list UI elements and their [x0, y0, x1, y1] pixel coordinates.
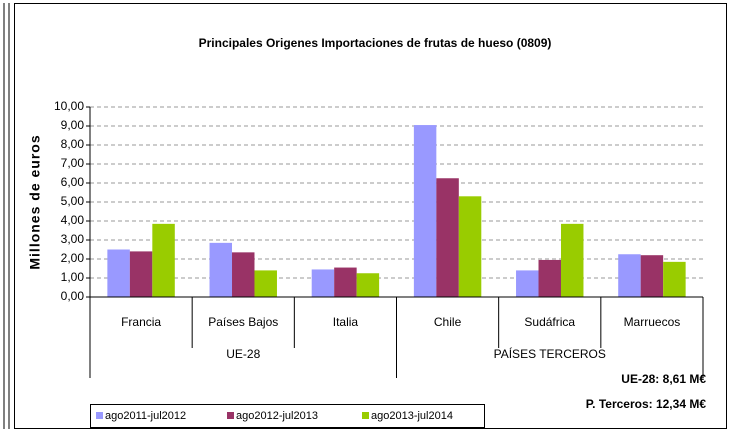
bar — [560, 223, 584, 297]
bar — [356, 273, 380, 297]
x-tick-label: Italia — [333, 315, 359, 329]
y-tick-label: 1,00 — [61, 270, 85, 284]
bar — [413, 125, 437, 297]
bar — [334, 267, 357, 297]
x-tick-label: Marruecos — [624, 315, 681, 329]
bar — [663, 261, 686, 297]
chart-title: Principales Origenes Importaciones de fr… — [199, 36, 552, 50]
bar — [311, 269, 335, 297]
bar — [436, 178, 459, 297]
legend-label: ago2012-jul2013 — [236, 410, 318, 422]
y-tick-label: 5,00 — [61, 194, 85, 208]
y-tick-label: 7,00 — [61, 156, 85, 170]
legend-label: ago2011-jul2012 — [105, 410, 186, 422]
legend-box — [90, 404, 485, 428]
bar — [232, 252, 255, 297]
chart-frame — [14, 3, 727, 429]
bar — [209, 242, 233, 297]
y-tick-label: 3,00 — [61, 232, 85, 246]
bar — [458, 196, 482, 297]
bar — [516, 270, 539, 297]
annotation: P. Terceros: 12,34 M€ — [586, 397, 707, 411]
legend-swatch — [362, 412, 369, 419]
y-tick-label: 10,00 — [54, 99, 84, 113]
y-tick-label: 6,00 — [61, 175, 85, 189]
bar — [254, 270, 277, 297]
y-tick-label: 0,00 — [61, 289, 85, 303]
bar — [538, 259, 561, 297]
legend-swatch — [227, 412, 234, 419]
y-tick-label: 8,00 — [61, 137, 85, 151]
y-tick-label: 4,00 — [61, 213, 85, 227]
group-label: PAÍSES TERCEROS — [494, 346, 606, 361]
bar — [129, 251, 153, 297]
bar — [640, 255, 664, 297]
x-tick-label: Francia — [121, 315, 161, 329]
bar — [152, 223, 175, 297]
legend-swatch — [96, 412, 103, 419]
x-tick-label: Chile — [434, 315, 462, 329]
bar — [618, 254, 641, 297]
x-tick-label: Países Bajos — [208, 315, 278, 329]
annotation: UE-28: 8,61 M€ — [621, 372, 706, 386]
legend-label: ago2013-jul2014 — [371, 410, 453, 422]
y-axis-label: Millones de euros — [27, 134, 43, 269]
y-tick-label: 9,00 — [61, 118, 85, 132]
group-label: UE-28 — [226, 347, 260, 361]
x-tick-label: Sudáfrica — [524, 315, 575, 329]
bar — [107, 249, 130, 297]
y-tick-label: 2,00 — [61, 251, 85, 265]
